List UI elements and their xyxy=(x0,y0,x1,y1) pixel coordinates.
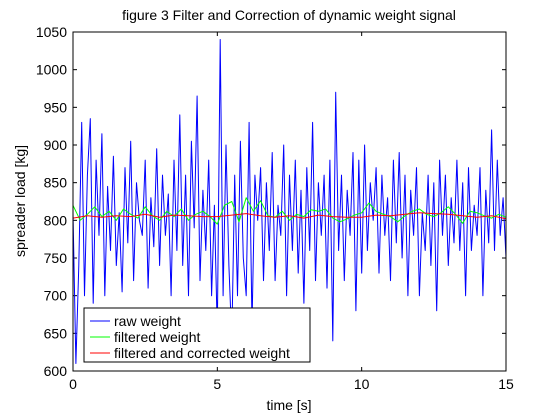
y-tick-label: 700 xyxy=(44,288,68,304)
y-tick-label: 1000 xyxy=(36,62,67,78)
chart-title: figure 3 Filter and Correction of dynami… xyxy=(122,7,456,23)
legend-box xyxy=(83,307,311,363)
y-tick-label: 900 xyxy=(44,137,68,153)
series-filtered-corrected-weight xyxy=(73,212,506,220)
series-layer xyxy=(73,39,506,364)
legend-label-filtered-weight: filtered weight xyxy=(114,329,200,345)
y-tick-label: 650 xyxy=(44,325,68,341)
series-raw-weight xyxy=(73,39,506,364)
x-axis-label: time [s] xyxy=(266,397,311,413)
plot-area xyxy=(72,31,507,372)
y-tick-label: 950 xyxy=(44,99,68,115)
y-tick-label: 1050 xyxy=(36,24,67,40)
y-tick-label: 750 xyxy=(44,250,68,266)
series-filtered-weight xyxy=(73,197,506,225)
x-tick-label: 5 xyxy=(213,376,221,392)
x-tick-label: 10 xyxy=(354,376,370,392)
y-tick-label: 800 xyxy=(44,212,68,228)
x-tick-label: 0 xyxy=(69,376,77,392)
legend-label-raw-weight: raw weight xyxy=(114,313,181,329)
y-axis-label: spreader load [kg] xyxy=(12,145,28,257)
y-tick-label: 850 xyxy=(44,175,68,191)
legend: raw weight filtered weight filtered and … xyxy=(83,307,311,363)
legend-label-filtered-corrected-weight: filtered and corrected weight xyxy=(114,345,290,361)
y-axis-ticks: 600 650 700 750 800 850 900 950 1000 1050 xyxy=(36,24,506,379)
y-tick-label: 600 xyxy=(44,363,68,379)
x-tick-label: 15 xyxy=(498,376,514,392)
